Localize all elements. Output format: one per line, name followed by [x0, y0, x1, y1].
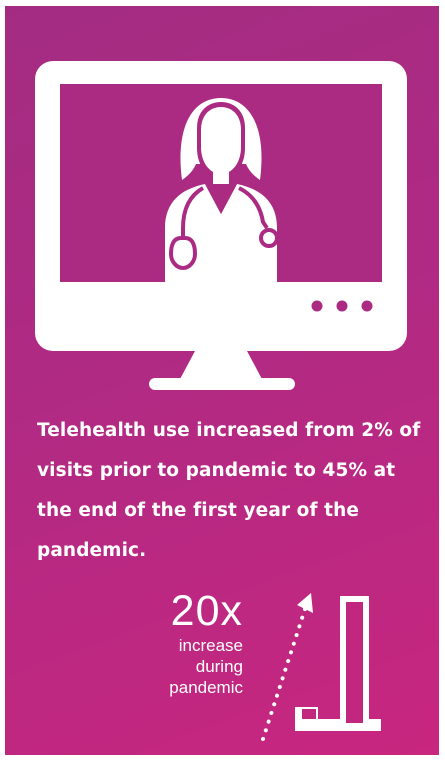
stat-caption-line: during [195, 657, 243, 676]
stethoscope-icon [168, 186, 279, 271]
stat-value: 20x [170, 587, 243, 635]
computer-monitor-icon [35, 61, 407, 390]
stat-caption-line: increase [178, 636, 243, 655]
stat-caption: increase during pandemic [169, 635, 243, 698]
stat-caption-line: pandemic [169, 678, 243, 697]
menu-dots-icon [311, 300, 373, 312]
infographic-card: Telehealth use increased from 2% of visi… [5, 6, 439, 755]
bar-growth-icon [261, 593, 381, 741]
headline-text: Telehealth use increased from 2% of visi… [37, 420, 421, 561]
stat-block: 20x increase during pandemic [169, 589, 243, 698]
